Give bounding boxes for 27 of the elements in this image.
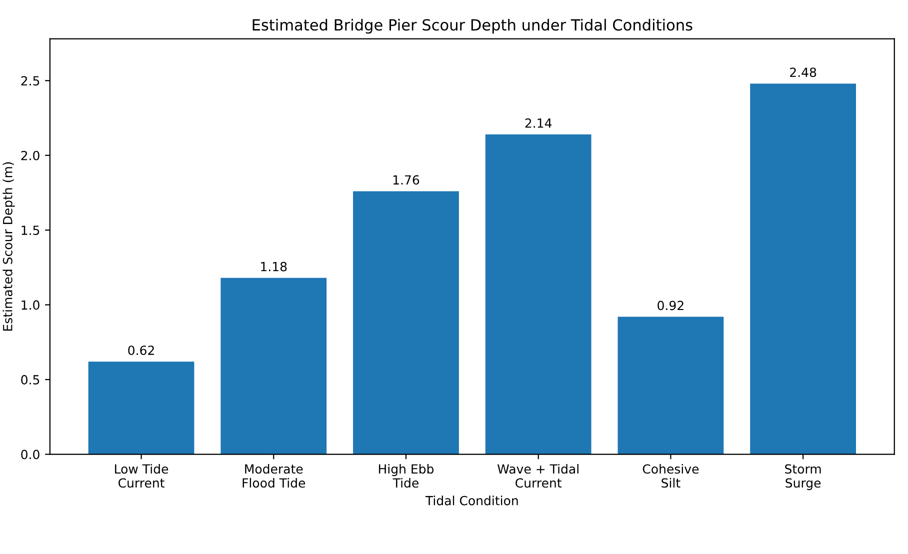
y-tick-label: 2.0 [21, 150, 40, 160]
x-tick-label: Wave + Tidal Current [497, 464, 578, 488]
data-label: 1.76 [393, 175, 420, 185]
y-tick-label: 2.5 [21, 76, 40, 86]
y-tick-label: 1.0 [22, 300, 40, 310]
bar [485, 134, 592, 454]
x-tick-label: High Ebb Tide [378, 464, 434, 488]
bar [220, 278, 327, 454]
data-label: 2.14 [525, 118, 552, 128]
x-tick-label: Low Tide Current [115, 464, 168, 488]
bar [88, 362, 194, 454]
x-tick-label: Moderate Flood Tide [242, 464, 306, 488]
data-label: 0.62 [128, 346, 154, 356]
chart-title: Estimated Bridge Pier Scour Depth under Tidal Conditions [252, 18, 692, 34]
x-tick-label: Cohesive Silt [642, 464, 699, 488]
y-tick-label: 0.5 [21, 375, 40, 384]
y-axis-title: Estimated Scour Depth (m) [2, 162, 15, 331]
data-label: 2.48 [790, 68, 816, 78]
y-tick-label: 0.0 [21, 450, 40, 460]
data-label: 1.18 [261, 262, 287, 272]
x-axis-title: Tidal Condition [425, 496, 518, 506]
data-label: 0.92 [658, 300, 684, 310]
bar [353, 191, 459, 454]
y-tick-label: 1.5 [22, 226, 40, 236]
bar [618, 316, 724, 454]
x-tick-label: Storm Surge [785, 464, 821, 490]
bar [750, 84, 856, 454]
